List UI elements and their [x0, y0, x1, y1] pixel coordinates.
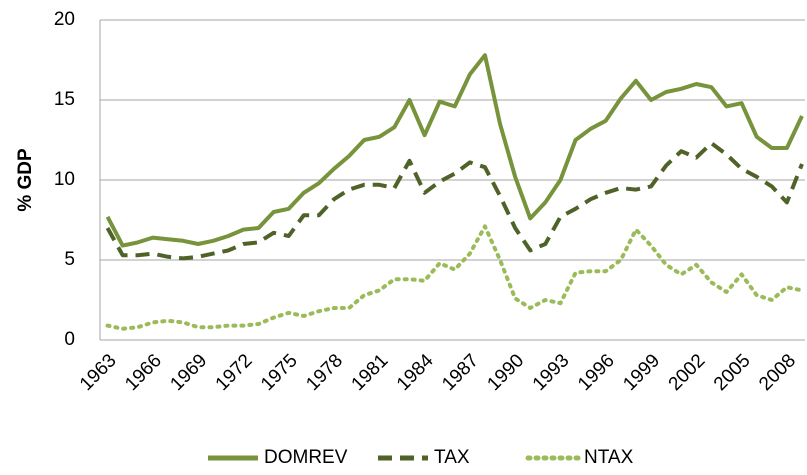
x-tick-label: 1975 — [257, 350, 302, 395]
legend-label: NTAX — [584, 447, 634, 468]
x-tick-label: 1987 — [438, 350, 483, 395]
x-tick-label: 1978 — [302, 350, 347, 395]
series-line — [105, 53, 804, 248]
x-tick-label: 2005 — [710, 350, 755, 395]
x-tick-label: 1996 — [574, 350, 619, 395]
legend-label: TAX — [434, 447, 470, 468]
x-tick-label: 1981 — [348, 350, 393, 395]
y-axis-label: % GDP — [15, 148, 36, 212]
x-tick-label: 1999 — [619, 350, 664, 395]
x-tick-label: 1972 — [212, 350, 257, 395]
y-tick-label: 10 — [54, 169, 75, 190]
series-line — [105, 224, 804, 331]
x-tick-label: 1984 — [393, 350, 438, 395]
legend-label: DOMREV — [264, 447, 348, 468]
x-tick-label: 2002 — [665, 350, 710, 395]
y-tick-label: 5 — [64, 249, 75, 270]
x-tick-label: 1990 — [483, 350, 528, 395]
y-tick-label: 0 — [64, 329, 75, 350]
x-tick-label: 1963 — [76, 350, 121, 395]
x-tick-label: 2008 — [755, 350, 800, 395]
series-line — [105, 141, 804, 261]
y-tick-label: 20 — [54, 9, 75, 30]
y-tick-label: 15 — [54, 89, 75, 110]
x-tick-label: 1969 — [166, 350, 211, 395]
x-tick-label: 1966 — [121, 350, 166, 395]
x-tick-label: 1993 — [529, 350, 574, 395]
